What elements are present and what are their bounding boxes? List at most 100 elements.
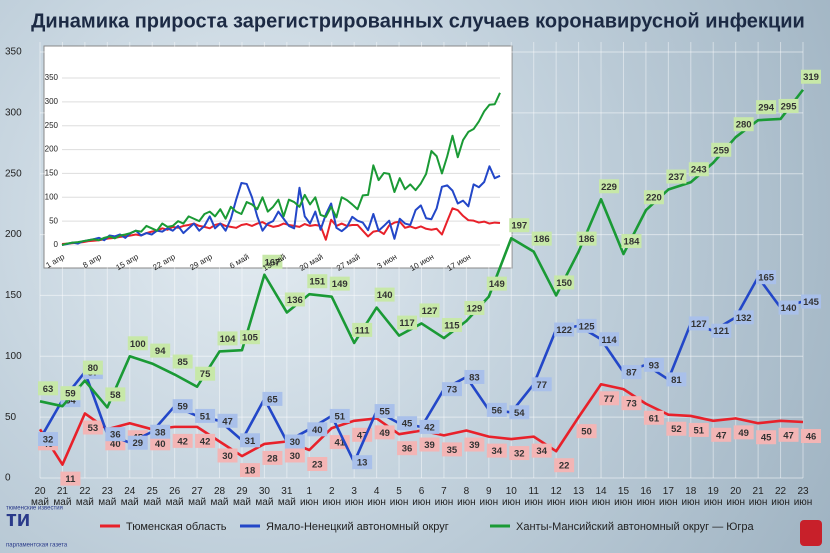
y-tick-label: 0 [54,240,59,249]
data-label-box [127,435,148,450]
y-tick-label: 50 [5,412,17,423]
data-label: 42 [424,422,435,433]
data-label-box [352,455,373,470]
y-tick-label: 300 [45,97,59,106]
data-label-box [509,218,530,233]
y-tick-label: 100 [5,351,22,362]
y-tick-label: 200 [5,229,22,240]
data-label-box [531,231,552,246]
data-label-box [778,300,799,315]
data-label-box [307,422,328,437]
data-label: 167 [264,257,280,268]
legend-label: Ханты-Мансийский автономный округ — Югра [516,521,755,533]
data-label: 295 [781,101,798,112]
data-label-box [172,354,193,369]
data-label-box [554,458,575,473]
data-label: 122 [556,325,572,336]
x-tick-label: 27 май [188,486,207,508]
data-label: 115 [444,321,460,332]
data-label-box [733,425,754,440]
data-label-box [397,416,418,431]
data-label-box [733,310,754,325]
data-label-box [217,448,238,463]
data-label-box [576,231,597,246]
data-label-box [643,410,664,425]
data-label-box [711,323,732,338]
data-label: 121 [713,326,730,337]
x-tick-label: 28 май [210,486,229,508]
data-label-box [329,276,350,291]
x-tick-label: 11 июн [524,486,543,508]
data-label: 75 [200,369,211,380]
data-label-box [801,429,821,444]
x-tick-label: 26 май [165,486,184,508]
data-label-box [284,434,305,449]
data-label: 52 [671,424,682,435]
y-tick-label: 0 [5,473,11,484]
data-label: 42 [177,436,188,447]
data-label-box [486,276,507,291]
data-label-box [105,427,126,442]
x-tick-label: 17 июн [659,486,678,508]
data-label: 136 [287,295,303,306]
data-label: 40 [110,439,121,450]
data-label: 59 [65,389,76,400]
data-label: 64 [65,396,76,407]
x-tick-label: 19 июн [703,486,723,508]
data-label-box [688,316,709,331]
x-tick-label: 14 июн [591,486,611,508]
data-label-box [576,424,597,439]
y-tick-label: 300 [5,107,22,118]
data-label-box [262,391,283,406]
x-tick-label: 23 май [98,486,117,508]
data-label: 61 [649,413,660,424]
x-tick-label: 31 май [277,486,296,508]
data-label: 319 [803,72,819,83]
data-label: 50 [581,427,592,438]
data-label-box [150,343,171,358]
data-label-box [82,420,103,435]
data-label: 34 [492,446,503,457]
data-label: 125 [579,321,596,332]
data-label: 73 [626,399,637,410]
data-label: 30 [290,437,301,448]
x-tick-label: 29 май [232,486,251,508]
x-tick-label: 20 май [30,486,50,508]
data-label: 186 [534,234,550,245]
data-label-box [621,396,642,411]
series-line [39,88,805,409]
data-label-box [666,169,687,184]
data-label-box [666,372,687,387]
data-label-box [262,254,283,269]
x-tick-label: 21 май [53,486,72,508]
data-label-box [150,424,171,439]
data-label: 36 [402,444,413,455]
data-label: 184 [624,237,641,248]
x-tick-label: 6 июн [412,486,431,508]
data-label: 49 [738,428,749,439]
data-label: 54 [514,408,525,419]
data-label-box [217,331,238,346]
legend-label: Тюменская область [126,521,227,533]
x-tick-label: 1 июн [299,486,319,508]
data-label-box [397,441,418,456]
data-label-box [733,117,754,132]
y-tick-label: 200 [45,145,59,154]
data-label: 51 [200,411,211,422]
data-label: 165 [758,273,775,284]
data-label-box [778,427,799,442]
data-label-box [621,365,642,380]
data-label-box [486,402,507,417]
data-label: 73 [447,385,458,396]
data-label: 28 [267,453,278,464]
data-label-box [711,142,732,157]
data-label-box [195,408,216,423]
data-label: 294 [758,103,775,114]
data-label: 34 [536,446,547,457]
data-label: 259 [713,145,729,156]
data-label-box [105,387,126,402]
x-tick-label: 22 май [75,486,94,508]
data-label: 105 [242,333,259,344]
data-label: 40 [312,425,323,436]
